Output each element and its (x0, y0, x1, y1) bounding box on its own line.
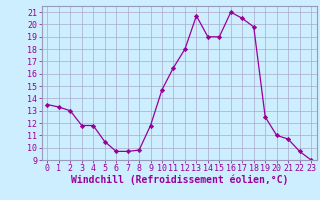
X-axis label: Windchill (Refroidissement éolien,°C): Windchill (Refroidissement éolien,°C) (70, 175, 288, 185)
